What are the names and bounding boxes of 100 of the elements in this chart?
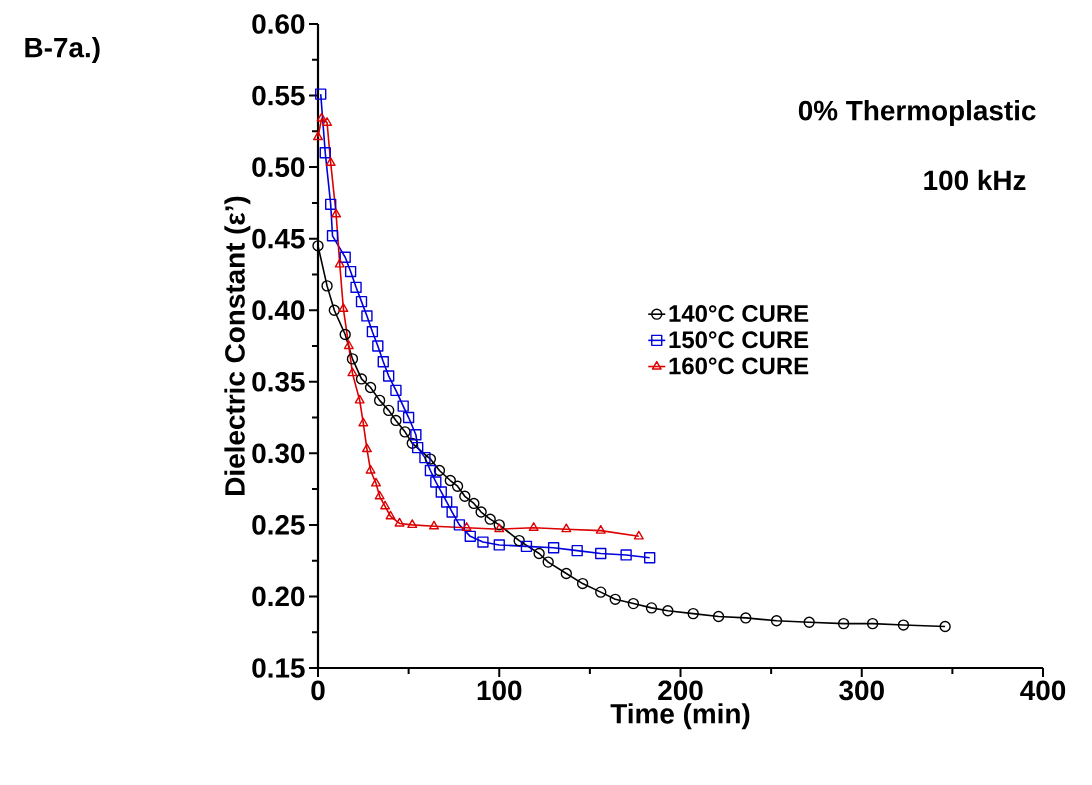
point: [322, 117, 333, 126]
point: [424, 464, 437, 477]
point: [939, 620, 951, 633]
point: [435, 486, 447, 498]
point: [350, 281, 362, 293]
y-tick-label: 0.30: [252, 443, 305, 464]
annotation: 0% Thermoplastic: [798, 100, 1036, 126]
point: [312, 240, 324, 252]
point: [325, 198, 337, 210]
point: [390, 414, 402, 427]
point: [321, 280, 333, 292]
point: [339, 251, 351, 263]
point: [373, 394, 386, 407]
point: [484, 513, 496, 525]
point: [740, 612, 752, 624]
point: [338, 303, 349, 312]
y-tick-label: 0.25: [252, 515, 305, 535]
point: [424, 453, 437, 465]
point: [383, 404, 395, 417]
y-axis-title: Dielectric Constant (ε’): [224, 196, 251, 495]
point: [366, 326, 379, 338]
point: [361, 443, 372, 453]
point: [334, 258, 345, 268]
point: [412, 441, 424, 454]
point: [347, 367, 358, 377]
point: [533, 547, 545, 560]
point: [406, 437, 418, 449]
x-tick-label: 300: [839, 680, 884, 701]
point: [325, 157, 336, 166]
point: [513, 534, 525, 547]
y-tick-label: 0.20: [252, 586, 305, 607]
point: [687, 607, 699, 620]
point: [493, 539, 505, 551]
point: [560, 567, 572, 580]
point: [402, 411, 415, 424]
point: [339, 328, 351, 341]
point: [316, 112, 327, 122]
point: [595, 586, 607, 598]
point: [712, 610, 725, 623]
point: [331, 208, 342, 218]
x-tick-label: 0: [311, 680, 325, 701]
legend-label: 140°C CURE: [669, 305, 809, 323]
y-tick-label: 0.15: [252, 658, 305, 678]
point: [461, 522, 472, 531]
point: [459, 490, 471, 502]
point: [355, 295, 368, 308]
point: [475, 506, 487, 518]
point: [372, 340, 384, 352]
point: [493, 519, 505, 531]
point: [315, 88, 327, 100]
point: [520, 540, 533, 553]
point: [770, 615, 783, 627]
point: [319, 147, 331, 159]
point: [419, 451, 431, 464]
point: [380, 500, 391, 510]
point: [328, 304, 340, 316]
annotation: 100 kHz: [924, 169, 1026, 191]
point: [576, 577, 589, 590]
point: [571, 544, 583, 557]
y-tick-label: 0.60: [252, 14, 305, 34]
point: [644, 552, 656, 564]
point: [595, 547, 607, 560]
point: [383, 370, 395, 382]
point: [326, 230, 339, 242]
point: [433, 464, 446, 477]
point: [312, 131, 324, 141]
point: [343, 340, 354, 350]
y-tick-label: 0.40: [252, 300, 305, 321]
point: [561, 523, 572, 533]
point: [609, 593, 621, 605]
legend-label: 150°C CURE: [669, 331, 809, 349]
point: [377, 356, 389, 368]
point: [428, 520, 440, 530]
point: [444, 474, 456, 487]
point: [528, 522, 539, 531]
point: [451, 480, 464, 492]
y-tick-label: 0.35: [252, 371, 305, 392]
point: [662, 605, 674, 617]
point: [346, 353, 359, 365]
point: [803, 616, 815, 628]
x-tick-label: 200: [658, 680, 703, 701]
y-tick-label: 0.55: [252, 85, 305, 106]
point: [547, 542, 560, 554]
y-tick-label: 0.50: [252, 157, 305, 177]
point: [837, 617, 850, 630]
point: [453, 519, 466, 531]
point: [494, 523, 505, 533]
point: [385, 510, 396, 520]
legend-label: 160°C CURE: [669, 357, 809, 375]
point: [399, 426, 411, 438]
x-tick-label: 100: [477, 680, 522, 701]
point: [355, 373, 368, 385]
point: [370, 477, 382, 487]
point: [374, 490, 385, 500]
point: [344, 265, 357, 278]
point: [430, 476, 442, 488]
point: [441, 496, 453, 508]
point: [410, 429, 422, 441]
point: [358, 417, 369, 427]
point: [897, 619, 910, 631]
